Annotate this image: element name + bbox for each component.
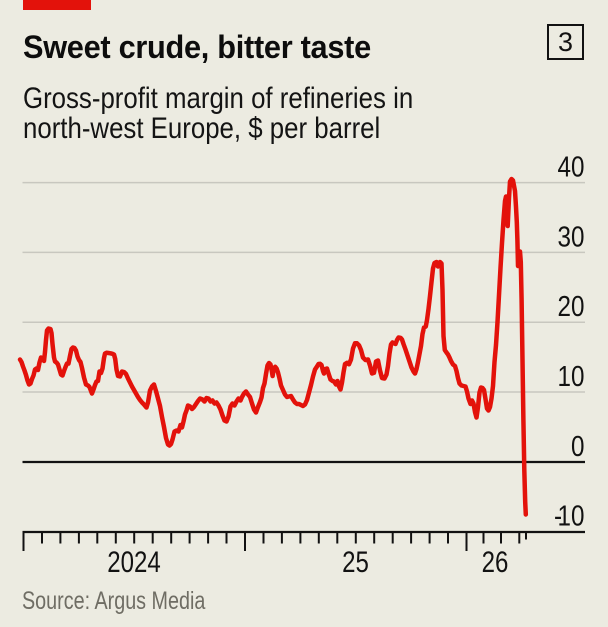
svg-text:-: - <box>554 500 562 532</box>
svg-text:20: 20 <box>558 290 585 322</box>
svg-text:10: 10 <box>558 500 585 532</box>
svg-text:25: 25 <box>342 545 369 578</box>
svg-text:0: 0 <box>571 430 584 462</box>
svg-text:10: 10 <box>558 360 585 392</box>
svg-text:2024: 2024 <box>107 545 160 578</box>
svg-text:30: 30 <box>558 221 585 253</box>
svg-text:40: 40 <box>558 151 585 183</box>
svg-text:26: 26 <box>482 545 509 578</box>
